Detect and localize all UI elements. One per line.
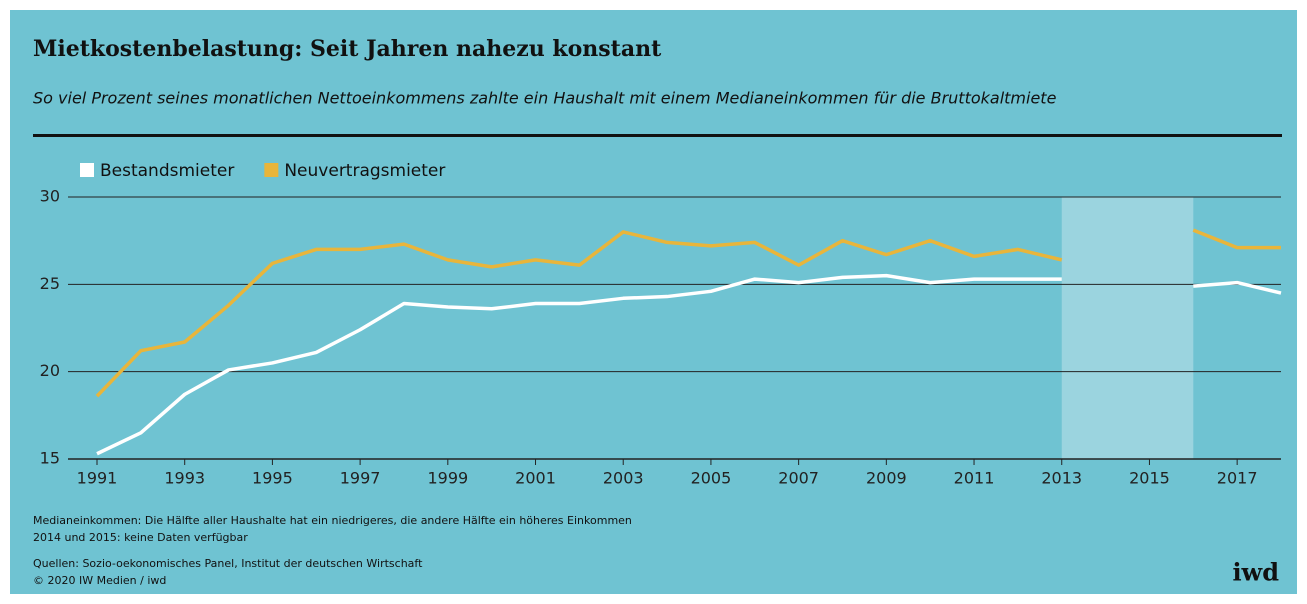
chart-title: Mietkostenbelastung: Seit Jahren nahezu …: [33, 36, 662, 62]
x-tick-label: 1993: [164, 469, 205, 488]
note: Medianeinkommen: Die Hälfte aller Hausha…: [33, 514, 632, 527]
line: [95, 228, 1281, 398]
x-tick-label: 1997: [340, 469, 381, 488]
legend-swatch: [264, 163, 279, 177]
y-tick-label: 20: [40, 361, 60, 380]
y-tick-label: 30: [40, 187, 60, 206]
x-tick-label: 1995: [252, 469, 293, 488]
legend-label: Bestandsmieter: [100, 161, 234, 181]
x-tick-label: 2017: [1217, 469, 1258, 488]
copyright: © 2020 IW Medien / iwd: [33, 574, 166, 587]
line: [96, 273, 1282, 456]
x-tick-label: 2013: [1041, 469, 1082, 488]
source: Quellen: Sozio-oekonomisches Panel, Inst…: [33, 557, 423, 570]
y-tick-label: 15: [40, 449, 60, 468]
rule: [33, 134, 1282, 137]
legend-label: Neuvertragsmieter: [284, 161, 445, 181]
x-tick-label: 1999: [427, 469, 468, 488]
x-tick-label: 2009: [866, 469, 907, 488]
x-tick-label: 2015: [1129, 469, 1170, 488]
x-tick-label: 2011: [954, 469, 995, 488]
y-tick-label: 25: [40, 274, 60, 293]
x-tick-label: 2005: [691, 469, 732, 488]
x-tick-label: 2003: [603, 469, 644, 488]
x-tick-label: 2001: [515, 469, 556, 488]
chart-subtitle: So viel Prozent seines monatlichen Netto…: [33, 89, 1057, 108]
x-tick-label: 2007: [778, 469, 819, 488]
no-data-band: [1061, 197, 1194, 459]
logo: iwd: [1232, 558, 1279, 587]
note: 2014 und 2015: keine Daten verfügbar: [33, 531, 248, 544]
legend-swatch: [80, 163, 94, 177]
x-tick-label: 1991: [77, 469, 118, 488]
